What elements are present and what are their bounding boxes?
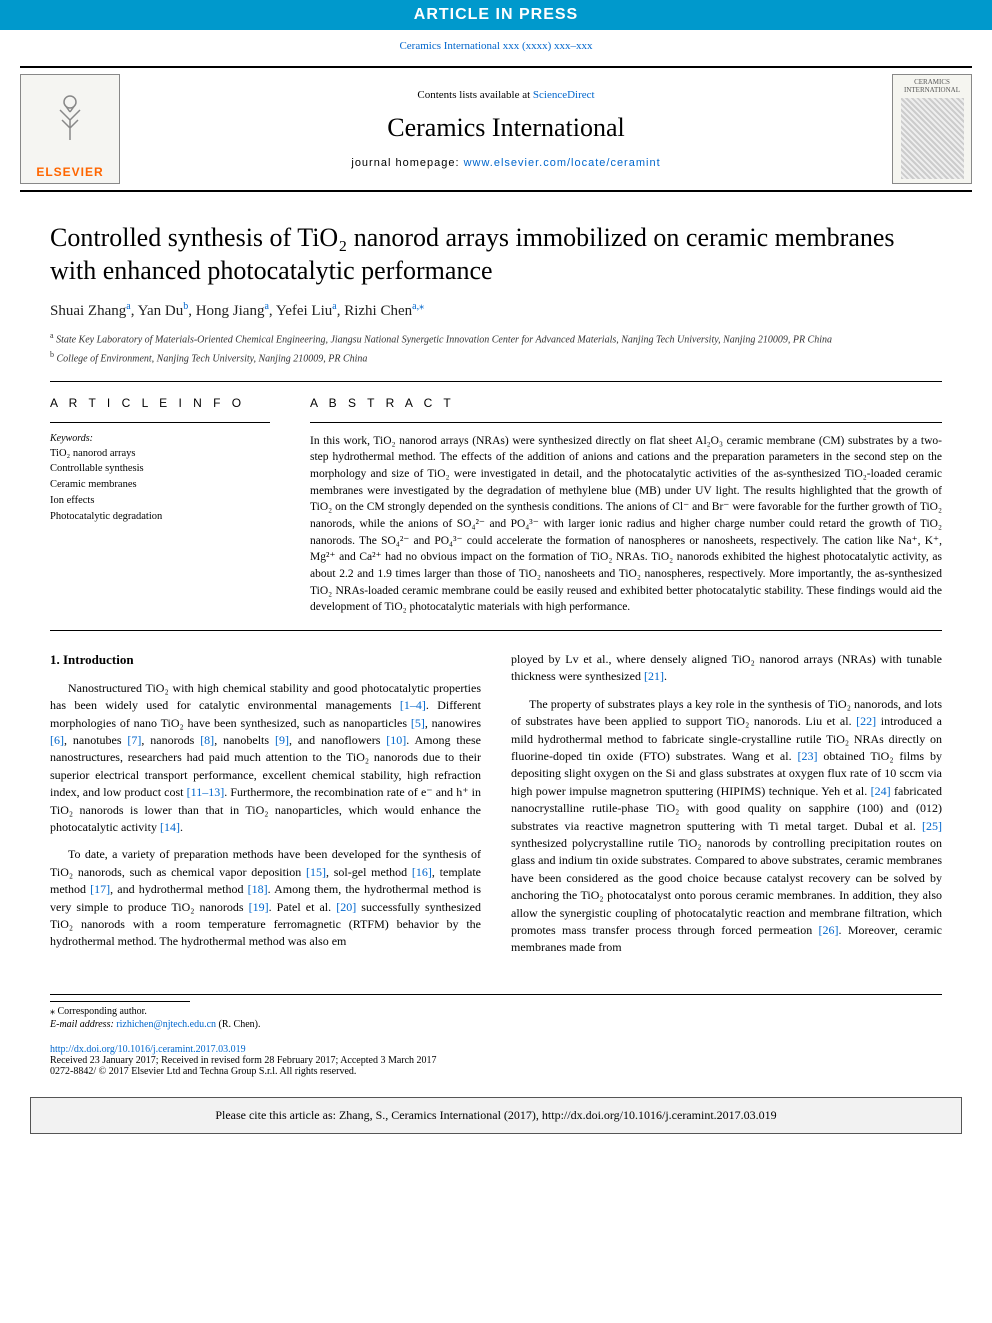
citation-link[interactable]: [15] bbox=[306, 865, 326, 879]
body-paragraph: ployed by Lv et al., where densely align… bbox=[511, 651, 942, 686]
corresponding-email-link[interactable]: rizhichen@njtech.edu.cn bbox=[116, 1019, 216, 1030]
abstract-text: In this work, TiO₂ nanorod arrays (NRAs)… bbox=[310, 433, 942, 616]
keyword: TiO₂ nanorod arrays bbox=[50, 446, 270, 462]
article-info-head: A R T I C L E I N F O bbox=[50, 396, 270, 410]
introduction-head: 1. Introduction bbox=[50, 651, 481, 670]
top-citation: Ceramics International xxx (xxxx) xxx–xx… bbox=[0, 30, 992, 66]
body-paragraph: To date, a variety of preparation method… bbox=[50, 846, 481, 950]
divider bbox=[50, 630, 942, 631]
contents-line: Contents lists available at ScienceDirec… bbox=[132, 89, 880, 101]
email-line: E-mail address: rizhichen@njtech.edu.cn … bbox=[50, 1019, 942, 1030]
citation-link[interactable]: [16] bbox=[412, 865, 432, 879]
masthead: ELSEVIER Contents lists available at Sci… bbox=[20, 66, 972, 192]
doi-block: http://dx.doi.org/10.1016/j.ceramint.201… bbox=[0, 1040, 992, 1077]
top-citation-link[interactable]: Ceramics International xxx (xxxx) xxx–xx… bbox=[399, 40, 592, 52]
keyword: Photocatalytic degradation bbox=[50, 509, 270, 525]
divider bbox=[50, 381, 942, 382]
abstract-column: A B S T R A C T In this work, TiO₂ nanor… bbox=[310, 396, 942, 616]
citation-link[interactable]: [10] bbox=[386, 733, 406, 747]
citation-link[interactable]: [6] bbox=[50, 733, 64, 747]
citation-link[interactable]: [5] bbox=[411, 716, 425, 730]
corresponding-note: ⁎ Corresponding author. bbox=[50, 1006, 942, 1017]
journal-cover-thumb[interactable]: CERAMICS INTERNATIONAL bbox=[892, 74, 972, 184]
abstract-head: A B S T R A C T bbox=[310, 396, 942, 410]
homepage-line: journal homepage: www.elsevier.com/locat… bbox=[132, 157, 880, 169]
article-content: Controlled synthesis of TiO₂ nanorod arr… bbox=[0, 192, 992, 974]
keyword: Ion effects bbox=[50, 493, 270, 509]
elsevier-tree-icon bbox=[40, 75, 100, 165]
divider bbox=[310, 422, 942, 423]
citation-link[interactable]: [14] bbox=[160, 820, 180, 834]
divider bbox=[50, 422, 270, 423]
cite-this-article-box: Please cite this article as: Zhang, S., … bbox=[30, 1097, 962, 1134]
citation-link[interactable]: [19] bbox=[249, 900, 269, 914]
elsevier-label: ELSEVIER bbox=[36, 165, 103, 183]
citation-link[interactable]: [1–4] bbox=[400, 698, 426, 712]
body-paragraph: Nanostructured TiO₂ with high chemical s… bbox=[50, 680, 481, 837]
citation-link[interactable]: [11–13] bbox=[187, 785, 225, 799]
author-list: Shuai Zhanga, Yan Dub, Hong Jianga, Yefe… bbox=[50, 301, 942, 320]
article-in-press-banner: ARTICLE IN PRESS bbox=[0, 0, 992, 30]
masthead-center: Contents lists available at ScienceDirec… bbox=[132, 89, 880, 169]
keywords-list: TiO₂ nanorod arraysControllable synthesi… bbox=[50, 446, 270, 525]
homepage-link[interactable]: www.elsevier.com/locate/ceramint bbox=[464, 157, 661, 169]
info-abstract-row: A R T I C L E I N F O Keywords: TiO₂ nan… bbox=[50, 396, 942, 616]
citation-link[interactable]: [26] bbox=[819, 923, 839, 937]
journal-name: Ceramics International bbox=[132, 113, 880, 143]
citation-link[interactable]: [18] bbox=[248, 882, 268, 896]
citation-link[interactable]: [7] bbox=[127, 733, 141, 747]
affiliation: a State Key Laboratory of Materials-Orie… bbox=[50, 330, 942, 347]
keyword: Ceramic membranes bbox=[50, 477, 270, 493]
affiliations: a State Key Laboratory of Materials-Orie… bbox=[50, 330, 942, 367]
citation-link[interactable]: [8] bbox=[200, 733, 214, 747]
cover-image-icon bbox=[901, 98, 964, 179]
keyword: Controllable synthesis bbox=[50, 461, 270, 477]
affiliation: b College of Environment, Nanjing Tech U… bbox=[50, 349, 942, 366]
citation-link[interactable]: [22] bbox=[856, 714, 876, 728]
received-line: Received 23 January 2017; Received in re… bbox=[50, 1055, 942, 1066]
citation-link[interactable]: [21] bbox=[644, 669, 664, 683]
citation-link[interactable]: [20] bbox=[336, 900, 356, 914]
divider bbox=[50, 1001, 190, 1002]
body-paragraph: The property of substrates plays a key r… bbox=[511, 696, 942, 957]
citation-link[interactable]: [17] bbox=[90, 882, 110, 896]
doi-link[interactable]: http://dx.doi.org/10.1016/j.ceramint.201… bbox=[50, 1044, 246, 1055]
keywords-head: Keywords: bbox=[50, 433, 270, 444]
article-info-column: A R T I C L E I N F O Keywords: TiO₂ nan… bbox=[50, 396, 270, 616]
citation-link[interactable]: [9] bbox=[275, 733, 289, 747]
article-title: Controlled synthesis of TiO₂ nanorod arr… bbox=[50, 222, 942, 287]
elsevier-logo[interactable]: ELSEVIER bbox=[20, 74, 120, 184]
cover-label: CERAMICS INTERNATIONAL bbox=[897, 79, 967, 94]
citation-link[interactable]: [24] bbox=[871, 784, 891, 798]
footer: ⁎ Corresponding author. E-mail address: … bbox=[50, 994, 942, 1040]
copyright-line: 0272-8842/ © 2017 Elsevier Ltd and Techn… bbox=[50, 1066, 942, 1077]
sciencedirect-link[interactable]: ScienceDirect bbox=[533, 89, 595, 101]
citation-link[interactable]: [23] bbox=[797, 749, 817, 763]
body-two-column: 1. Introduction Nanostructured TiO₂ with… bbox=[50, 651, 942, 964]
citation-link[interactable]: [25] bbox=[922, 819, 942, 833]
